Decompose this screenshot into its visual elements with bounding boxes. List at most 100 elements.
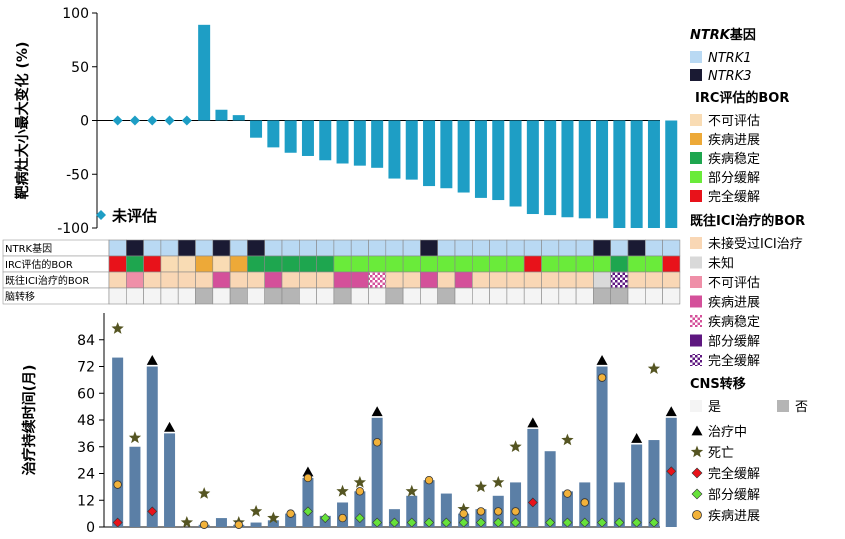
legend-cns-yes-label: 是 bbox=[708, 400, 721, 415]
complete-response-marker bbox=[527, 497, 538, 508]
legend-irc-label: 完全缓解 bbox=[708, 189, 760, 205]
track-cell bbox=[385, 271, 404, 289]
waterfall-bar bbox=[440, 120, 453, 189]
waterfall-y-tick-label: 100 bbox=[62, 6, 89, 22]
legend-irc-swatch bbox=[690, 171, 702, 183]
duration-bar bbox=[285, 513, 297, 527]
legend-ntrk-title-gene: NTRK bbox=[690, 28, 731, 43]
track-cell bbox=[212, 287, 231, 305]
waterfall-bar bbox=[405, 120, 418, 180]
legend-irc-swatch bbox=[690, 133, 702, 145]
track-cell bbox=[385, 239, 404, 257]
track-cell bbox=[506, 239, 525, 257]
track-cell bbox=[108, 239, 127, 257]
track-cell bbox=[627, 239, 646, 257]
legend-prior-label: 未接受过ICI治疗 bbox=[708, 236, 803, 252]
legend-irc-label: 疾病进展 bbox=[708, 133, 760, 148]
duration-bar bbox=[423, 480, 435, 527]
track-cell bbox=[368, 271, 387, 289]
track-cell bbox=[454, 255, 473, 273]
waterfall-bar bbox=[630, 120, 643, 228]
partial-response-marker bbox=[458, 517, 469, 528]
progression-marker bbox=[511, 507, 520, 516]
track-cell bbox=[177, 255, 196, 273]
legend-prior-title: 既往ICI治疗的BOR bbox=[690, 213, 805, 229]
duration-bar bbox=[215, 518, 227, 527]
track-cell bbox=[506, 271, 525, 289]
track-cell bbox=[316, 239, 335, 257]
partial-response-marker bbox=[441, 517, 452, 528]
waterfall-bar bbox=[544, 120, 557, 216]
track-cell bbox=[143, 287, 162, 305]
track-cell bbox=[558, 255, 577, 273]
legend-complete-response-marker bbox=[691, 467, 703, 479]
legend-ntrk-title-suffix: 基因 bbox=[729, 27, 756, 43]
not-evaluated-legend-marker bbox=[96, 210, 106, 220]
track-cell bbox=[160, 287, 179, 305]
track-cell bbox=[350, 287, 369, 305]
track-cell bbox=[247, 287, 265, 305]
waterfall-bar bbox=[457, 120, 470, 193]
legend-cns-title: CNS转移 bbox=[690, 376, 746, 392]
track-cell bbox=[126, 255, 144, 273]
duration-bar bbox=[250, 522, 262, 527]
track-cell bbox=[333, 239, 352, 257]
waterfall-bar bbox=[267, 120, 280, 148]
track-cell bbox=[108, 287, 127, 305]
death-marker bbox=[180, 516, 193, 528]
duration-y-axis-label: 治疗持续时间(月) bbox=[21, 365, 38, 476]
track-cell bbox=[247, 255, 265, 273]
track-cell bbox=[437, 239, 456, 257]
track-cell bbox=[385, 255, 404, 273]
duration-y-tick-label: 48 bbox=[77, 413, 95, 429]
waterfall-bar bbox=[336, 120, 349, 164]
waterfall-bar bbox=[509, 120, 522, 207]
duration-y-tick-label: 0 bbox=[86, 520, 95, 536]
track-row-label: 既往ICI治疗的BOR bbox=[5, 274, 89, 287]
track-cell bbox=[471, 287, 490, 305]
legend-prior-swatch bbox=[690, 256, 702, 269]
track-cell bbox=[437, 287, 456, 305]
track-cell bbox=[195, 239, 214, 257]
duration-bar bbox=[510, 482, 522, 527]
legend-ntrk-swatch bbox=[690, 51, 702, 63]
track-cell bbox=[420, 255, 438, 273]
not-evaluated-marker bbox=[164, 115, 175, 126]
legend-irc-swatch bbox=[690, 190, 702, 202]
waterfall-bar bbox=[301, 120, 314, 156]
track-cell bbox=[281, 239, 300, 257]
duration-y-tick-label: 24 bbox=[77, 467, 95, 483]
legend-irc-swatch bbox=[690, 114, 702, 126]
duration-bar bbox=[302, 477, 314, 527]
not-evaluated-marker bbox=[147, 115, 158, 126]
legend-ntrk-label: NTRK3 bbox=[708, 69, 752, 84]
on-treatment-marker bbox=[527, 417, 539, 428]
track-cell bbox=[195, 255, 214, 273]
duration-bar bbox=[544, 451, 556, 527]
waterfall-bar bbox=[561, 120, 574, 218]
track-cell bbox=[610, 255, 629, 273]
track-cell bbox=[126, 239, 144, 257]
waterfall-y-tick-label: 0 bbox=[80, 114, 89, 130]
waterfall-bar bbox=[578, 120, 591, 219]
legend-prior-label: 部分缓解 bbox=[708, 335, 760, 350]
waterfall-bar bbox=[596, 120, 609, 219]
track-row-label: IRC评估的BOR bbox=[5, 258, 73, 271]
track-cell bbox=[489, 271, 508, 289]
track-cell bbox=[644, 287, 663, 305]
track-cell bbox=[281, 255, 300, 273]
waterfall-bar bbox=[250, 120, 263, 138]
death-marker bbox=[198, 487, 211, 499]
track-cell bbox=[298, 271, 317, 289]
waterfall-bar bbox=[371, 120, 384, 168]
legend-irc-label: 疾病稳定 bbox=[708, 151, 760, 167]
progression-marker bbox=[338, 513, 347, 523]
death-marker bbox=[509, 440, 522, 452]
legend-prior-swatch bbox=[690, 237, 702, 249]
treatment-duration-chart: 0 12 24 36 48 60 72 84 治疗持续时间(月) bbox=[21, 313, 677, 536]
track-cell bbox=[402, 287, 421, 305]
legend-cns-no-swatch bbox=[777, 400, 789, 412]
track-cell bbox=[454, 239, 473, 257]
track-cell bbox=[662, 287, 681, 305]
legend-progression-marker bbox=[692, 510, 702, 520]
